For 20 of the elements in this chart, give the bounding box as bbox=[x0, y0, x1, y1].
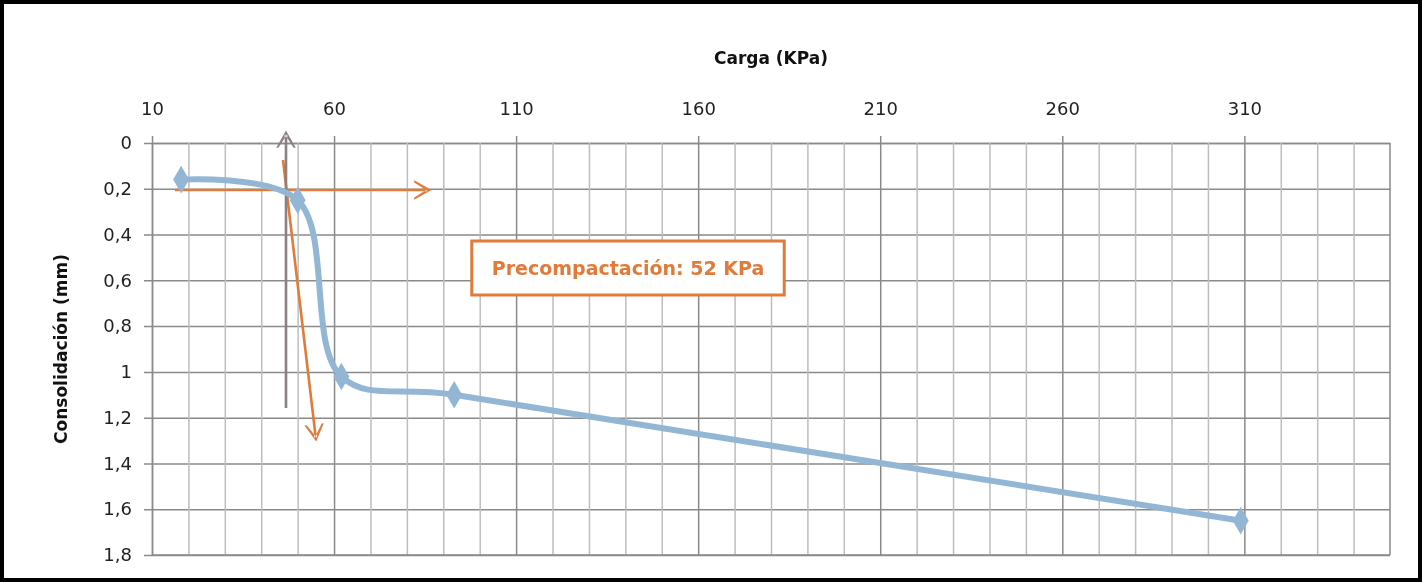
x-tick-label: 210 bbox=[863, 98, 898, 119]
y-tick-label: 0,6 bbox=[103, 269, 132, 291]
x-tick-label: 60 bbox=[323, 98, 347, 119]
y-tick-label: 1,2 bbox=[103, 406, 132, 428]
x-tick-label: 310 bbox=[1227, 98, 1263, 119]
y-tick-label: 0,2 bbox=[103, 178, 132, 200]
x-tick-label: 110 bbox=[499, 98, 534, 119]
y-axis-title: Consolidación (mm) bbox=[51, 254, 71, 444]
annotation: Precompactación: 52 KPa bbox=[491, 257, 765, 279]
y-tick-label: 0,4 bbox=[103, 223, 132, 245]
y-tick-label: 1,6 bbox=[103, 498, 132, 520]
y-tick-label: 0 bbox=[120, 132, 132, 154]
y-tick-label: 1,4 bbox=[103, 452, 132, 474]
x-tick-label: 160 bbox=[681, 98, 716, 119]
x-tick-label: 260 bbox=[1045, 98, 1080, 119]
y-tick-label: 0,8 bbox=[103, 315, 132, 337]
y-tick-label: 1 bbox=[120, 361, 132, 383]
x-axis-title: Carga (KPa) bbox=[713, 48, 829, 68]
y-tick-label: 1,8 bbox=[103, 544, 132, 566]
x-tick-label: 10 bbox=[141, 98, 164, 119]
